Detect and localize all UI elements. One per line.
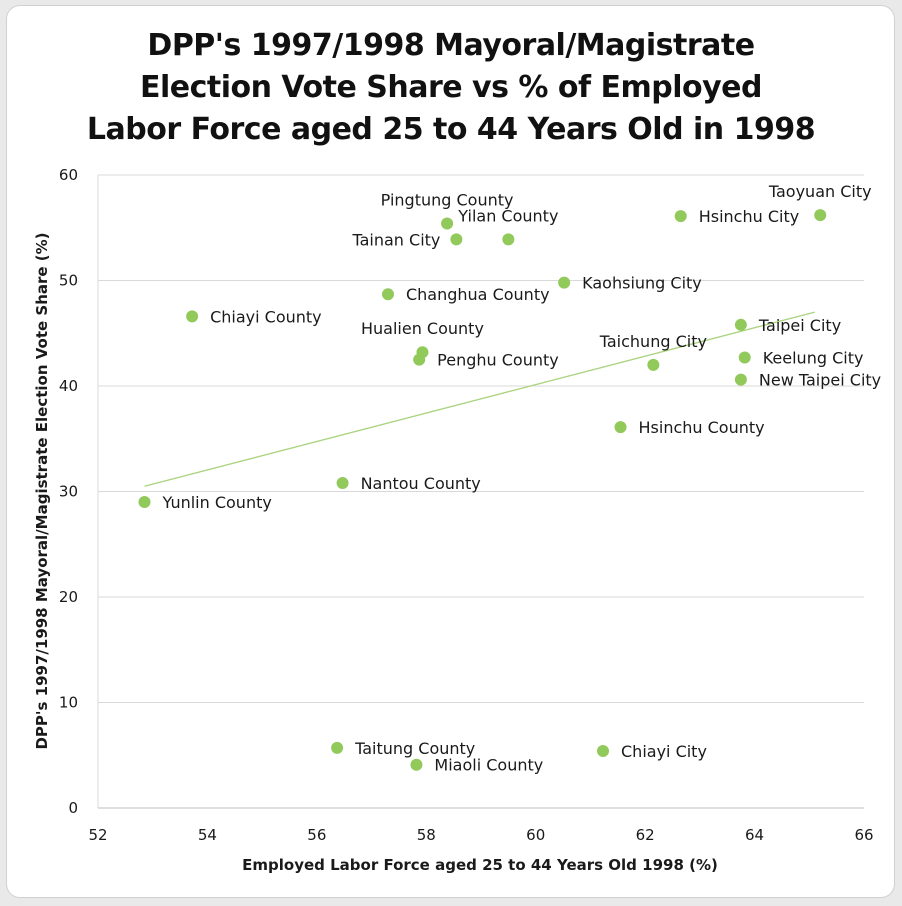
chart-title-line-1: DPP's 1997/1998 Mayoral/Magistrate [147,28,754,63]
y-axis-ticks: 0 10 20 30 40 50 60 [59,166,78,817]
data-point [413,353,426,366]
x-tick-label: 64 [745,826,764,844]
data-point [738,351,751,364]
point-label: Chiayi City [621,742,707,761]
x-tick-label: 52 [88,826,107,844]
gridlines [97,174,864,809]
data-point [597,745,610,758]
trendline [144,311,815,487]
data-point [734,373,747,386]
point-label: Hualien County [361,319,484,338]
point-label: Pingtung County [381,191,514,210]
x-axis-label: Employed Labor Force aged 25 to 44 Years… [242,856,718,874]
point-label: Kaohsiung City [582,274,702,293]
point-label: Nantou County [361,474,481,493]
y-axis-label: DPP's 1997/1998 Mayoral/Magistrate Elect… [33,232,51,749]
x-tick-label: 56 [307,826,326,844]
data-point [381,288,394,301]
y-tick-label: 50 [59,272,78,290]
x-axis-ticks: 52 54 56 58 60 62 64 66 [88,826,873,844]
point-label: Taoyuan City [768,182,872,201]
point-label: Taipei City [758,316,841,335]
data-point [410,758,423,771]
data-point [558,276,571,289]
data-point [450,233,463,246]
y-tick-label: 40 [59,377,78,395]
point-label: Keelung City [763,349,864,368]
x-tick-label: 62 [636,826,655,844]
point-label: Yilan County [457,206,558,225]
point-label: Hsinchu City [699,207,799,226]
data-point [674,210,687,223]
data-point [138,496,151,509]
y-tick-label: 20 [59,588,78,606]
point-label: Chiayi County [210,307,322,326]
point-label: Hsinchu County [639,418,765,437]
data-point [814,209,827,222]
y-tick-label: 0 [68,799,78,817]
point-label: Penghu County [437,351,559,370]
trendline-group [144,311,815,487]
point-label: Taitung County [354,739,475,758]
data-point [734,318,747,331]
chart-title: DPP's 1997/1998 Mayoral/Magistrate Elect… [87,28,816,147]
point-label: New Taipei City [759,371,881,390]
y-tick-label: 10 [59,694,78,712]
point-label: Miaoli County [434,756,543,775]
data-point [441,217,454,230]
chart-title-line-2: Election Vote Share vs % of Employed [140,70,762,105]
data-point [614,421,627,434]
chart-title-line-3: Labor Force aged 25 to 44 Years Old in 1… [87,112,815,147]
data-point [331,741,344,754]
y-tick-label: 60 [59,166,78,184]
point-label: Tainan City [351,230,440,249]
point-label: Taichung City [599,332,707,351]
data-point [502,233,515,246]
data-point [186,310,199,323]
x-tick-label: 58 [417,826,436,844]
x-tick-label: 66 [854,826,873,844]
point-label: Yunlin County [162,493,272,512]
y-tick-label: 30 [59,483,78,501]
chart-card [6,5,895,898]
point-label: Changhua County [406,285,550,304]
data-point [336,477,349,490]
x-tick-label: 60 [526,826,545,844]
data-point [647,358,660,371]
x-tick-label: 54 [198,826,217,844]
